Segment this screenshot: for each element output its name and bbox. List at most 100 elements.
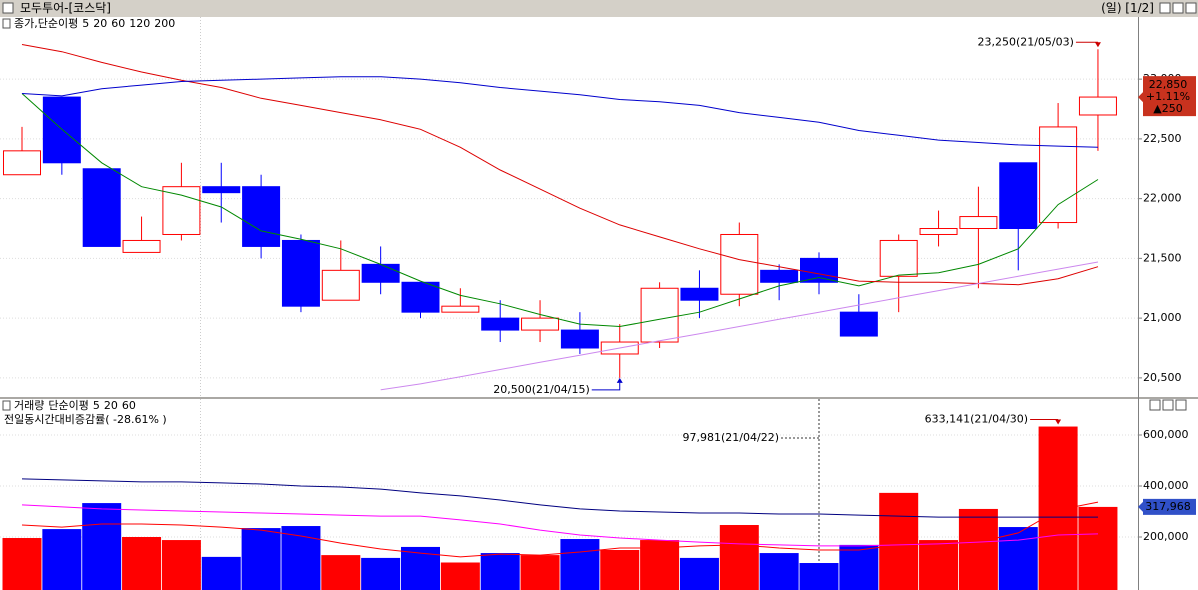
volume-bar	[998, 527, 1038, 590]
candle-body	[560, 329, 599, 349]
legend-label: 20	[93, 17, 107, 30]
y-tick-label: 200,000	[1143, 530, 1189, 543]
volume-bar	[1038, 426, 1078, 590]
ma-line	[21, 93, 1099, 328]
last-volume-box	[1138, 498, 1196, 515]
max-annotation: 633,141(21/04/30)	[925, 413, 1028, 426]
candle-body	[959, 216, 998, 230]
panel-button[interactable]	[1162, 399, 1174, 411]
panel-icon[interactable]	[2, 18, 11, 29]
volume-bar	[719, 525, 759, 590]
candle-body	[760, 269, 799, 283]
volume-bar	[679, 557, 719, 590]
volume-bar	[82, 503, 122, 590]
window-button[interactable]	[1185, 2, 1197, 14]
candle-body	[879, 239, 918, 277]
y-tick-label: 21,000	[1143, 311, 1182, 324]
title-bar: 모두투어-[코스닥] (일) [1/2]	[0, 0, 1198, 16]
window-icon[interactable]	[2, 2, 14, 14]
volume-bar	[440, 562, 480, 590]
candle-body	[680, 287, 719, 301]
candle-body	[999, 162, 1038, 230]
candle-body	[521, 317, 560, 331]
candle-body	[361, 263, 400, 283]
title-bg	[0, 0, 1198, 16]
y-tick-label: 21,500	[1143, 251, 1182, 264]
last-volume-label: 317,968	[1145, 500, 1191, 513]
y-tick-label: 22,000	[1143, 192, 1182, 205]
volume-bar	[958, 508, 998, 590]
volume-bar	[361, 557, 401, 590]
subtitle: 전일동시간대비증감률( -28.61% )	[4, 412, 167, 426]
annotation-arrow	[1055, 419, 1062, 425]
legend-label: 200	[154, 17, 175, 30]
volume-bar	[1078, 506, 1118, 590]
legend-label: 60	[111, 17, 125, 30]
candle-body	[1078, 96, 1117, 116]
legend-label: 5	[82, 17, 89, 30]
candle-body	[401, 281, 440, 313]
window-period: (일) [1/2]	[1101, 1, 1154, 15]
candle-body	[82, 168, 121, 247]
candle-body	[919, 228, 958, 235]
ma-line	[21, 478, 1098, 518]
ma-line	[21, 504, 1099, 547]
annotation-line	[591, 382, 621, 391]
low-annotation: 20,500(21/04/15)	[493, 383, 589, 396]
y-tick-label: 600,000	[1143, 428, 1189, 441]
candle-body	[42, 96, 81, 164]
volume-bar	[281, 526, 321, 590]
volume-bar	[480, 553, 520, 590]
volume-bar	[560, 539, 600, 590]
y-tick-label: 20,500	[1143, 371, 1182, 384]
volume-bar	[122, 536, 162, 590]
y-tick-label: 400,000	[1143, 479, 1189, 492]
volume-bar	[839, 544, 879, 590]
candle-body	[202, 186, 241, 194]
volume-bar	[759, 553, 799, 590]
panel-button[interactable]	[1149, 399, 1161, 411]
panel-button[interactable]	[1175, 399, 1187, 411]
legend-label: 60	[122, 399, 136, 412]
volume-bar	[2, 538, 42, 590]
legend-label: 5	[93, 399, 100, 412]
last-price-label: +1.11%	[1146, 90, 1190, 103]
legend-label: 종가,단순이평	[14, 17, 78, 30]
candle-body	[321, 269, 360, 301]
candle-body	[800, 257, 838, 283]
legend-label: 단순이평	[48, 399, 88, 412]
ma-line	[380, 261, 1099, 391]
ma-line	[21, 44, 1099, 286]
window-button[interactable]	[1159, 2, 1171, 14]
last-price-box	[1138, 76, 1196, 117]
candle-body	[3, 150, 41, 176]
volume-bar	[879, 492, 919, 590]
candle-body	[720, 233, 759, 295]
high-annotation: 23,250(21/05/03)	[977, 35, 1073, 48]
volume-bar	[321, 555, 361, 590]
volume-bar	[241, 528, 281, 590]
min-annotation: 97,981(21/04/22)	[683, 431, 779, 444]
window-button[interactable]	[1172, 2, 1184, 14]
volume-bar	[799, 563, 839, 590]
candle-body	[122, 239, 161, 253]
panel-icon[interactable]	[2, 400, 11, 411]
volume-bar	[201, 556, 241, 590]
candle-body	[242, 186, 281, 247]
last-price-label: 22,850	[1149, 78, 1188, 91]
annotation-arrow	[616, 377, 623, 383]
y-tick-label: 22,500	[1143, 132, 1182, 145]
volume-bar	[161, 540, 201, 590]
candle-body	[839, 311, 878, 337]
candle-body	[481, 317, 520, 331]
last-price-label: ▲250	[1153, 102, 1182, 115]
volume-bar	[42, 529, 82, 590]
candle-body	[162, 186, 201, 235]
volume-bar	[600, 550, 640, 590]
volume-bar	[919, 540, 959, 590]
ma-line	[21, 76, 1099, 148]
candle-body	[640, 287, 679, 343]
candle-body	[441, 305, 480, 313]
